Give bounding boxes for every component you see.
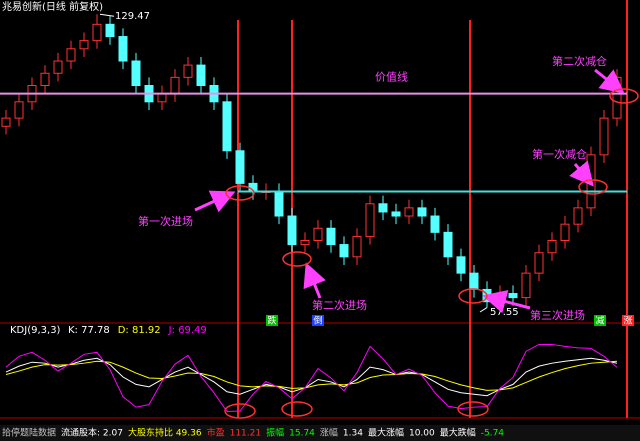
candle-body — [469, 272, 479, 290]
status-item: 10.00 — [409, 429, 435, 439]
legend-entry: J: 69.49 — [168, 325, 207, 336]
highlight-ellipse — [609, 88, 639, 104]
min-label: 57.55 — [490, 307, 519, 318]
tag-box — [594, 315, 606, 326]
candle-body — [300, 240, 310, 246]
candle-body — [157, 93, 167, 103]
candle-body — [14, 101, 24, 119]
candle-body — [560, 223, 570, 241]
candle-body — [391, 211, 401, 217]
status-item: 最大跌幅 — [440, 427, 476, 439]
candle-body — [40, 72, 50, 87]
candle-body — [1, 117, 11, 127]
candle-body — [196, 64, 206, 86]
tag-box — [266, 315, 278, 326]
candle-body — [92, 23, 102, 42]
status-item: 111.21 — [230, 429, 262, 439]
candle-body — [118, 36, 128, 62]
candle-body — [521, 272, 531, 299]
highlight-ellipse — [281, 401, 313, 417]
annotation-arrow — [303, 262, 326, 299]
candle-body — [430, 215, 440, 233]
candle-body — [170, 76, 180, 95]
annotation: 第一次减仓 — [532, 147, 587, 161]
candle-body — [599, 117, 609, 156]
status-item: -5.74 — [481, 429, 505, 439]
highlight-ellipse — [282, 251, 312, 267]
annotation-arrow — [194, 190, 236, 213]
candle-body — [274, 191, 284, 217]
candle-body — [66, 48, 76, 62]
candle-body — [547, 240, 557, 254]
annotation: 第三次进场 — [530, 308, 585, 322]
candle-body — [417, 207, 427, 217]
candle-body — [313, 227, 323, 241]
candle-body — [339, 244, 349, 258]
candle-body — [183, 64, 193, 78]
candle-body — [326, 227, 336, 246]
status-item: 涨幅 — [320, 427, 338, 439]
candle-body — [105, 23, 115, 38]
kdj-line — [5, 360, 618, 391]
kdj-line — [5, 357, 618, 397]
highlight-ellipse — [225, 185, 255, 201]
highlight-ellipse — [458, 288, 488, 304]
status-item: 流通股本: 2.07 — [61, 427, 123, 439]
legend-entry: D: 81.92 — [118, 325, 161, 336]
tag: 跌 — [267, 316, 276, 327]
candle-body — [53, 60, 63, 74]
highlight-ellipse — [224, 403, 256, 419]
candle-body — [508, 293, 518, 299]
candle-body — [456, 256, 466, 274]
status-item: 振幅 — [266, 427, 284, 439]
candle-body — [534, 252, 544, 274]
candle-body — [365, 203, 375, 237]
status-item: 拾停题陆数据 — [2, 427, 56, 439]
candle-body — [131, 60, 141, 87]
leader — [99, 13, 115, 17]
candle-body — [378, 203, 388, 213]
candle-body — [404, 207, 414, 217]
chart-title: 兆易创新(日线 前复权) — [2, 0, 103, 13]
tag-box — [312, 315, 324, 326]
status-item: 最大涨幅 — [368, 427, 404, 439]
tag: 倒 — [313, 315, 322, 327]
annotation: 第一次进场 — [138, 214, 193, 228]
candle-body — [287, 215, 297, 246]
tag-box — [622, 315, 634, 326]
status-item: 大股东持比 49.36 — [128, 427, 202, 439]
annotation-arrow — [594, 68, 625, 94]
status-bar — [0, 425, 640, 441]
highlight-ellipse — [578, 179, 608, 195]
tag: 减 — [595, 315, 604, 327]
candle-body — [79, 40, 89, 50]
status-item: 市盈 — [207, 427, 225, 439]
annotation-arrow — [482, 289, 531, 314]
tag: 涨 — [623, 316, 632, 327]
candle-body — [573, 207, 583, 225]
highlight-ellipse — [457, 401, 489, 417]
candle-body — [443, 231, 453, 258]
annotation: 第二次减仓 — [552, 54, 607, 68]
indicator-title: KDJ(9,3,3) — [10, 325, 61, 336]
status-item: 15.74 — [289, 429, 315, 439]
annotation: 第二次进场 — [312, 298, 367, 312]
kdj-line — [5, 343, 618, 413]
reference-label: 价值线 — [375, 70, 408, 84]
max-label: 129.47 — [115, 11, 150, 22]
legend-entry: K: 77.78 — [68, 325, 110, 336]
candle-body — [222, 101, 232, 152]
annotation-arrow — [569, 160, 594, 187]
candle-body — [235, 150, 245, 184]
status-item: 1.34 — [343, 429, 363, 439]
candle-body — [352, 235, 362, 258]
